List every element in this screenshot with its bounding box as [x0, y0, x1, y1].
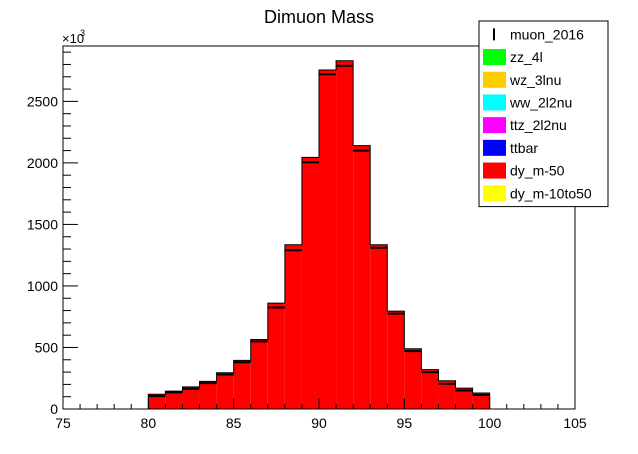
legend-label-ttz_2l2nu: ttz_2l2nu	[510, 117, 567, 133]
stack-outline	[147, 60, 491, 409]
bar-dy_m-50-18	[455, 388, 473, 409]
legend-label-zz_4l: zz_4l	[510, 49, 543, 65]
legend-label-ww_2l2nu: ww_2l2nu	[509, 94, 572, 110]
legend-label-ttbar: ttbar	[510, 140, 538, 156]
bar-dy_m-50-7	[267, 303, 285, 409]
y-tick-label: 500	[35, 339, 59, 355]
legend-box	[478, 20, 609, 208]
x-tick-label: 95	[397, 415, 413, 431]
bar-dy_m-50-12	[353, 145, 371, 409]
bar-dy_m-50-8	[284, 244, 302, 409]
legend-swatch-wz_3lnu	[483, 71, 506, 88]
bar-dy_m-50-19	[472, 393, 490, 409]
bar-dy_m-50-2	[182, 386, 200, 409]
x-tick-label: 105	[563, 415, 587, 431]
y-tick-label: 0	[50, 401, 58, 417]
bar-dy_m-50-3	[199, 381, 217, 409]
x-tick-label: 85	[226, 415, 242, 431]
bar-dy_m-50-1	[165, 391, 183, 409]
y-multiplier-label: ×10	[62, 31, 84, 46]
y-tick-label: 2500	[27, 93, 58, 109]
bar-dy_m-50-5	[233, 360, 251, 409]
x-tick-label: 90	[311, 415, 327, 431]
bar-dy_m-50-13	[370, 244, 388, 409]
bar-dy_m-50-9	[301, 157, 319, 409]
legend: muon_2016 zz_4l wz_3lnu ww_2l2nu ttz_2l2nutt…	[478, 20, 609, 208]
bar-dy_m-50-6	[250, 339, 268, 409]
bar-dy_m-50-16	[421, 369, 439, 409]
bar-dy_m-50-14	[387, 311, 405, 409]
x-tick-label: 100	[478, 415, 502, 431]
y-tick-label: 1000	[27, 278, 58, 294]
bar-dy_m-50-17	[438, 380, 456, 409]
y-tick-label: 1500	[27, 216, 58, 232]
legend-swatch-ttz_2l2nu	[483, 117, 506, 134]
bar-dy_m-50-11	[336, 60, 354, 409]
legend-label-muon_2016: muon_2016	[510, 26, 584, 42]
x-tick-label: 80	[141, 415, 157, 431]
legend-swatch-ttbar	[483, 139, 506, 156]
y-tick-label: 2000	[27, 155, 58, 171]
legend-swatch-dy_m-50	[483, 162, 506, 179]
legend-label-dy_m-10to50: dy_m-10to50	[510, 185, 592, 201]
legend-swatch-zz_4l	[483, 49, 506, 66]
axes-group: 75 80 85 90 95 100 105 0 500 1000 1500 2000 2500	[27, 45, 587, 431]
bar-dy_m-50-10	[319, 69, 337, 409]
x-tick-label: 75	[55, 415, 71, 431]
legend-label-wz_3lnu: wz_3lnu	[509, 72, 561, 88]
legend-swatch-dy_m-10to50	[483, 185, 506, 202]
legend-label-dy_m-50: dy_m-50	[510, 163, 565, 179]
data-points-group	[148, 64, 490, 398]
y-multiplier-exponent: 3	[80, 28, 85, 38]
bar-dy_m-50-4	[216, 372, 234, 409]
bar-dy_m-50-15	[404, 348, 422, 409]
bar-dy_m-50-0	[148, 394, 166, 409]
bars-group	[147, 60, 491, 409]
chart-title: Dimuon Mass	[264, 7, 374, 27]
legend-swatch-ww_2l2nu	[483, 94, 506, 111]
